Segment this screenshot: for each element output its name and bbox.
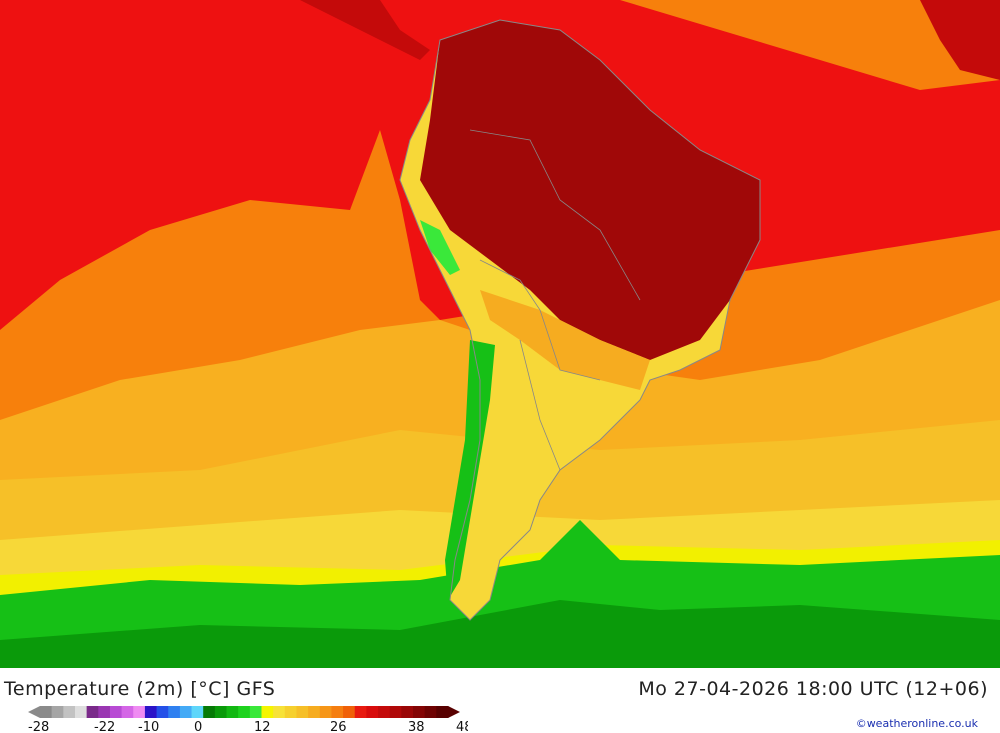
coastline (399, 19, 761, 621)
central-america (300, 0, 430, 60)
legend-swatch (273, 706, 286, 718)
legend-swatch (319, 706, 332, 718)
warm-band-north (620, 0, 1000, 90)
legend-swatch (308, 706, 321, 718)
legend-swatch (389, 706, 402, 718)
legend-swatch (249, 706, 262, 718)
legend-swatch (168, 706, 181, 718)
legend-swatch (144, 706, 158, 718)
legend-swatch (98, 706, 111, 718)
andes-north-strip (420, 220, 460, 275)
legend-swatch (238, 706, 251, 718)
legend-tick-label: 38 (408, 720, 425, 732)
legend-swatch (40, 706, 53, 718)
legend-arrow-right (448, 706, 460, 718)
legend-swatch (343, 706, 356, 718)
legend-swatch (74, 706, 88, 718)
legend-swatch (203, 706, 216, 718)
legend-tick-label: -10 (138, 720, 159, 732)
legend-swatch (366, 706, 379, 718)
africa-corner (920, 0, 1000, 80)
legend-swatch (296, 706, 309, 718)
map-title: Temperature (2m) [°C] GFS (4, 678, 276, 700)
legend-tick-label: 0 (194, 720, 202, 732)
dark-green-band (0, 600, 1000, 668)
temperature-legend: -28 -22 -10 0 12 26 38 48 (28, 706, 468, 732)
gran-chaco-zone (480, 290, 650, 390)
legend-swatch (214, 706, 228, 718)
country-borders (469, 129, 641, 471)
legend-swatch (121, 706, 134, 718)
legend-swatch (179, 706, 193, 718)
legend-tick-label: -28 (28, 720, 49, 732)
legend-swatch (331, 706, 344, 718)
legend-swatches (28, 706, 460, 718)
amazon-hot-zone (420, 20, 760, 360)
legend-tick-label: 12 (254, 720, 271, 732)
map-canvas (0, 0, 1000, 668)
legend-swatch (156, 706, 169, 718)
legend-swatch (284, 706, 297, 718)
legend-swatch (424, 706, 437, 718)
legend-swatch (401, 706, 414, 718)
legend-ticks: -28 -22 -10 0 12 26 38 48 (28, 720, 468, 732)
forecast-datetime: Mo 27-04-2026 18:00 UTC (12+06) (638, 678, 988, 700)
legend-arrow-left (28, 706, 40, 718)
legend-swatch (261, 706, 274, 718)
legend-swatch (436, 706, 449, 718)
legend-swatch (63, 706, 76, 718)
legend-swatch (226, 706, 239, 718)
credit-link[interactable]: ©weatheronline.co.uk (855, 717, 978, 730)
map-footer: Temperature (2m) [°C] GFS Mo 27-04-2026 … (0, 668, 1000, 733)
legend-swatch (378, 706, 391, 718)
legend-tick-label: -22 (94, 720, 115, 732)
legend-swatch (191, 706, 204, 718)
legend-swatch (354, 706, 367, 718)
legend-swatch (51, 706, 64, 718)
temperature-map (0, 0, 1000, 668)
legend-swatch (413, 706, 426, 718)
legend-swatch (86, 706, 99, 718)
legend-tick-label: 48 (456, 720, 468, 732)
legend-swatch (109, 706, 123, 718)
legend-tick-label: 26 (330, 720, 347, 732)
andes-cool-strip (445, 340, 495, 600)
legend-swatch (133, 706, 146, 718)
